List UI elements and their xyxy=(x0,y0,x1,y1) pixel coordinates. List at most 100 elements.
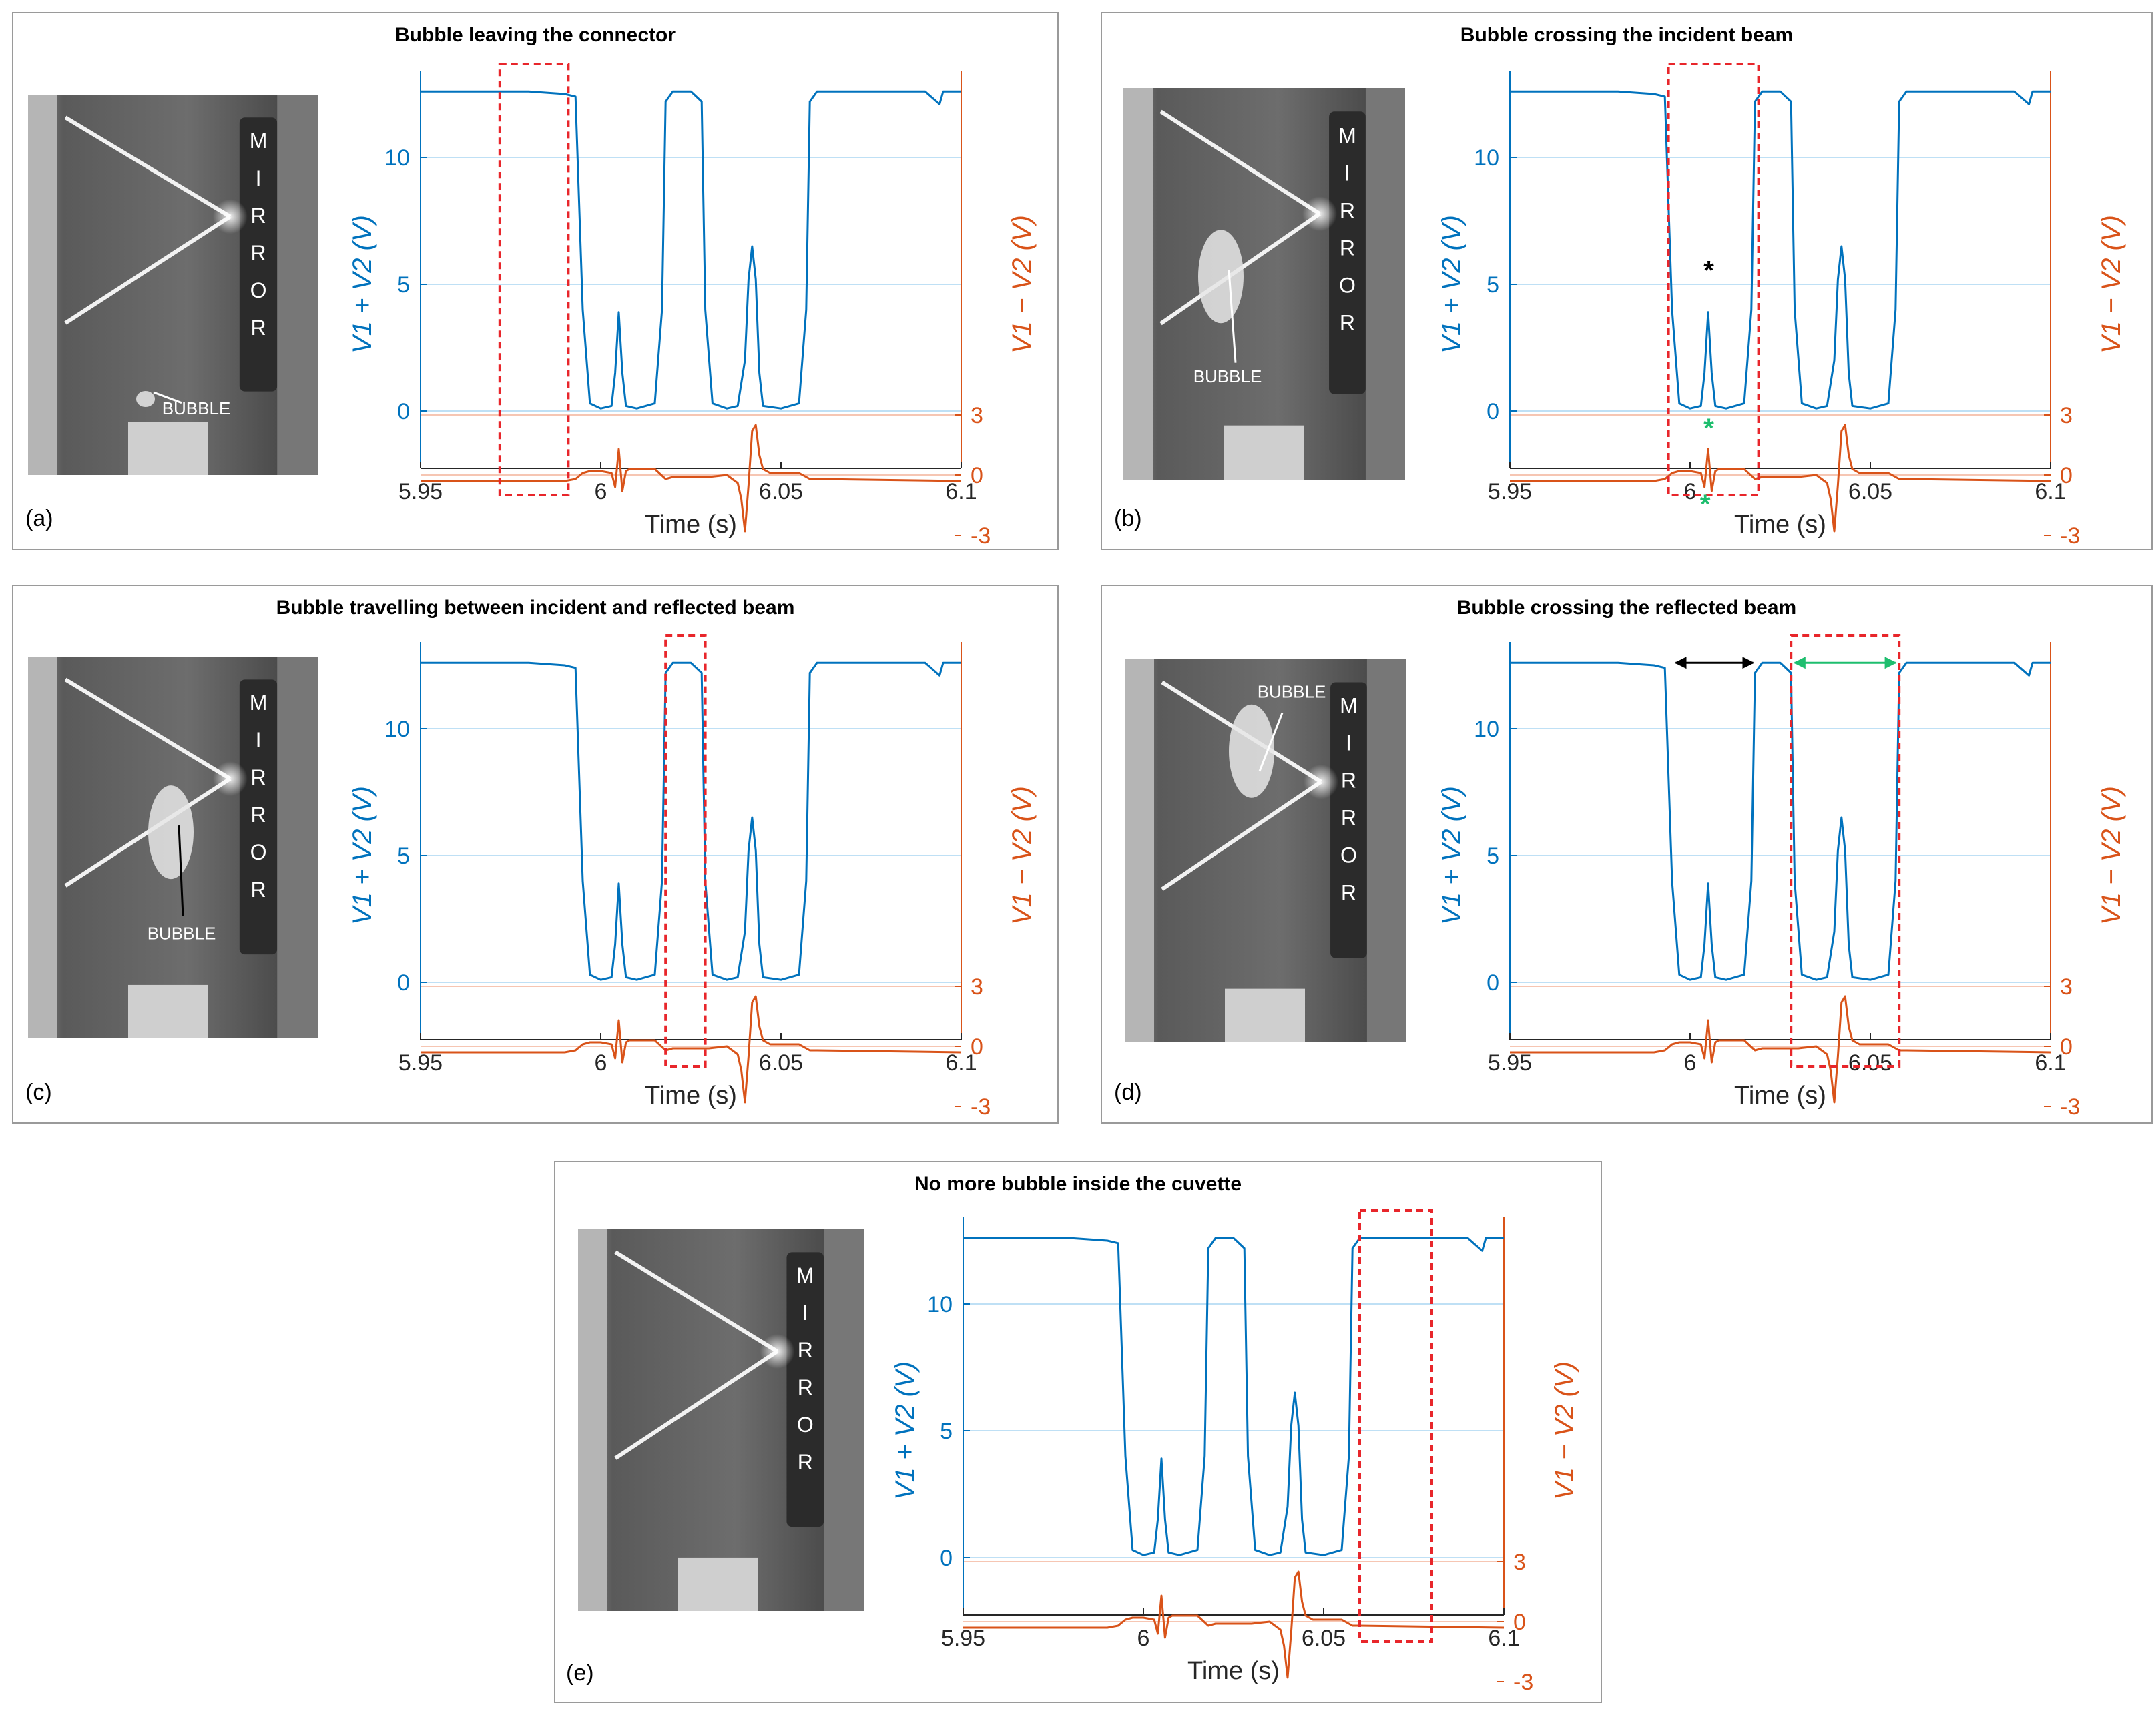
cuvette-wall xyxy=(1123,88,1153,480)
x-tick-label: 5.95 xyxy=(1488,1050,1532,1076)
mirror-letter: R xyxy=(798,1450,813,1474)
cuvette-wall xyxy=(1125,659,1154,1042)
right-tick-label: -3 xyxy=(2060,523,2080,549)
left-tick-label: 5 xyxy=(397,843,410,869)
star-marker-diff-bottom: * xyxy=(1700,490,1711,519)
x-tick-label: 6 xyxy=(1684,1050,1697,1076)
series-line-diff xyxy=(1510,424,2051,533)
left-tick-label: 5 xyxy=(940,1419,953,1444)
incident-beam xyxy=(1159,109,1321,216)
x-tick-label: 6.05 xyxy=(759,1050,803,1076)
left-tick-label: 0 xyxy=(940,1546,953,1571)
x-axis-label: Time (s) xyxy=(1734,510,1826,539)
bubble-label: BUBBLE xyxy=(162,398,231,418)
right-tick-label: 3 xyxy=(2060,974,2073,1000)
chart-svg: 10 5 0 3 0 -3 5.95 6 6.05 6.1 Time (s) V1 + V2 (V) V… xyxy=(348,63,1037,549)
mirror-letter: R xyxy=(250,316,266,340)
mirror-letter: R xyxy=(250,241,266,265)
x-tick-label: 6 xyxy=(1137,1626,1150,1651)
x-axis-label: Time (s) xyxy=(1187,1657,1280,1685)
mirror-letter: R xyxy=(1340,236,1355,260)
left-tick-label: 5 xyxy=(1487,272,1499,298)
series-line-sum xyxy=(421,90,961,410)
bubble-arrow xyxy=(153,391,182,404)
mirror-letter: M xyxy=(1340,693,1358,717)
panel-label: (c) xyxy=(25,1080,52,1105)
mirror-letter: R xyxy=(1340,198,1355,222)
right-tick-label: 0 xyxy=(971,463,983,488)
panel-label: (d) xyxy=(1114,1080,1142,1105)
incident-beam xyxy=(64,677,232,781)
x-tick-label: 6.1 xyxy=(945,1050,977,1076)
y-axis-label-right: V1 − V2 (V) xyxy=(2097,786,2126,925)
mirror-letter: O xyxy=(797,1413,814,1437)
highlight-box xyxy=(664,634,707,1068)
signal-chart: 10 5 0 3 0 -3 5.95 6 6.05 6.1 Time (s) V1 + V2 (V) V… xyxy=(1437,629,2144,1120)
x-tick-label: 6.05 xyxy=(759,479,803,504)
panel-d: Bubble crossing the reflected beam (d) M… xyxy=(1101,585,2153,1124)
mirror-letter: R xyxy=(1341,768,1356,792)
right-tick-label: 3 xyxy=(1513,1550,1526,1575)
mirror-letter: O xyxy=(250,840,267,864)
bubble-shape xyxy=(1198,230,1244,324)
series-line-sum xyxy=(1510,90,2051,410)
photo-cuvette: M I R R O R BUBBLE xyxy=(28,657,318,1038)
x-tick-label: 5.95 xyxy=(398,1050,443,1076)
panel-title: Bubble travelling between incident and r… xyxy=(276,597,795,619)
bubble-shape xyxy=(148,785,194,880)
mirror-letter: I xyxy=(802,1301,808,1325)
series-line-diff xyxy=(963,1570,1505,1679)
left-tick-label: 10 xyxy=(927,1292,953,1317)
mirror-letter: O xyxy=(250,278,267,302)
series-line-diff xyxy=(1510,995,2051,1104)
beam-spot xyxy=(1302,196,1338,232)
signal-chart: 10 5 0 3 0 -3 5.95 6 6.05 6.1 Time (s) V1 + V2 (V) V… xyxy=(1437,57,2144,549)
panel-title: Bubble crossing the incident beam xyxy=(1460,24,1794,46)
x-tick-label: 5.95 xyxy=(1488,479,1532,504)
incident-beam xyxy=(614,1250,779,1353)
left-tick-label: 0 xyxy=(397,970,410,996)
chart-svg: 10 5 0 3 0 -3 5.95 6 6.05 6.1 Time (s) V1 + V2 (V) V… xyxy=(348,634,1037,1120)
right-holder xyxy=(1365,88,1405,480)
series-line-diff xyxy=(421,995,962,1104)
mirror-letter: R xyxy=(250,204,266,228)
mirror-slab xyxy=(1330,682,1367,958)
signal-chart: 10 5 0 3 0 -3 5.95 6 6.05 6.1 Time (s) V1 + V2 (V) V… xyxy=(890,1204,1597,1695)
reflected-beam xyxy=(1161,780,1322,891)
y-axis-label-right: V1 − V2 (V) xyxy=(1007,786,1037,925)
chart-svg: 10 5 0 3 0 -3 5.95 6 6.05 6.1 Time (s) V1 + V2 (V) V… xyxy=(890,1209,1579,1695)
right-tick-label: 0 xyxy=(971,1034,983,1060)
mirror-letter: O xyxy=(1339,273,1356,297)
chart-svg: 10 5 0 3 0 -3 5.95 6 6.05 6.1 Time (s) V1 + V2 (V) V… xyxy=(1437,63,2126,549)
mirror-letter: M xyxy=(250,129,268,153)
left-tick-label: 0 xyxy=(1487,970,1499,996)
cuvette-wall xyxy=(578,1229,607,1611)
right-tick-label: 0 xyxy=(2060,463,2073,488)
mirror-letter: O xyxy=(1340,843,1357,867)
signal-chart: 10 5 0 3 0 -3 5.95 6 6.05 6.1 Time (s) V1 + V2 (V) V… xyxy=(348,57,1055,549)
bottom-block xyxy=(1225,988,1305,1042)
mirror-letter: R xyxy=(798,1375,813,1399)
bubble-label: BUBBLE xyxy=(1258,681,1326,701)
bottom-block xyxy=(128,984,208,1038)
right-tick-label: -3 xyxy=(1513,1670,1533,1695)
right-tick-label: 3 xyxy=(2060,403,2073,428)
right-tick-label: 0 xyxy=(2060,1034,2073,1060)
x-tick-label: 6.05 xyxy=(1848,1050,1892,1076)
bubble-shape xyxy=(136,391,155,407)
star-marker-diff-top: * xyxy=(1703,414,1714,443)
beam-spot xyxy=(212,199,248,234)
y-axis-label-left: V1 + V2 (V) xyxy=(1437,215,1466,354)
reflected-beam xyxy=(614,1349,779,1460)
series-line-sum xyxy=(421,661,961,981)
bubble-arrow xyxy=(178,825,184,917)
highlight-box xyxy=(498,63,570,496)
cuvette-wall xyxy=(28,95,57,475)
right-tick-label: -3 xyxy=(2060,1094,2080,1120)
x-tick-label: 5.95 xyxy=(398,479,443,504)
